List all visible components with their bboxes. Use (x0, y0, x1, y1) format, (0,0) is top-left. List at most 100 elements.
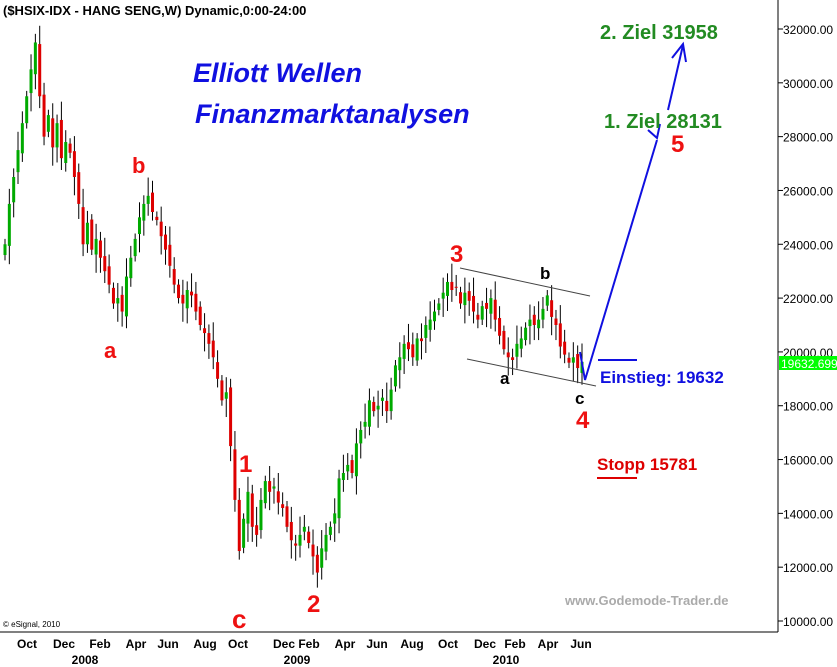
last-price-label: 19632.699 (781, 357, 837, 371)
candle-body (7, 203, 11, 246)
candle-body (354, 443, 358, 477)
candle-body (164, 234, 168, 250)
candle-body (467, 291, 471, 301)
candle-body (68, 143, 72, 153)
candle-body (250, 493, 254, 527)
x-tick-label: Jun (157, 637, 178, 651)
candle-body (194, 293, 198, 312)
candle-body (485, 302, 489, 309)
candle-body (498, 318, 502, 336)
candle-body (337, 478, 341, 519)
candle-body (298, 534, 302, 546)
candle-body (25, 96, 29, 124)
wave-label-5: 5 (671, 131, 684, 158)
subwave-label-b: b (540, 264, 550, 283)
x-tick-label: Dec (474, 637, 496, 651)
candle-body (216, 362, 220, 379)
candle-body (571, 357, 575, 363)
candle-body (428, 319, 432, 330)
candle-body (450, 281, 454, 291)
x-tick-label: Oct (17, 637, 37, 651)
candle-body (524, 327, 528, 341)
candle-body (211, 340, 215, 358)
candle-body (159, 221, 163, 237)
y-tick-label: 22000.00 (783, 292, 833, 306)
candle-body (528, 319, 532, 327)
candle-body (51, 118, 55, 148)
candle-body (33, 42, 37, 75)
candle-body (393, 365, 397, 387)
last-price-marker (779, 356, 837, 370)
target-1-label: 1. Ziel 28131 (604, 111, 722, 133)
candle-body (515, 343, 519, 357)
wave-label-3: 3 (450, 241, 463, 268)
candle-body (432, 311, 436, 322)
candle-body (302, 526, 306, 532)
x-tick-label: Aug (193, 637, 216, 651)
candle-body (146, 195, 150, 204)
candle-body (350, 460, 354, 473)
candle-body (276, 491, 280, 503)
wave-label-b: b (132, 153, 145, 178)
candle-body (94, 238, 98, 255)
candle-body (111, 287, 115, 304)
y-tick-label: 24000.00 (783, 238, 833, 252)
candle-body (328, 526, 332, 535)
brand-title-1: Elliott Wellen (193, 58, 362, 88)
candle-body (480, 306, 484, 320)
arrowhead-1 (647, 123, 661, 140)
projection-arrow-2 (667, 44, 684, 111)
candle-body (16, 150, 20, 173)
candle-body (281, 504, 285, 508)
wave-label-2: 2 (307, 591, 320, 618)
candle-body (72, 151, 76, 177)
candle-body (233, 449, 237, 500)
candle-body (116, 298, 120, 304)
candle-body (307, 531, 311, 543)
y-tick-label: 12000.00 (783, 561, 833, 575)
candle-body (242, 518, 246, 548)
channel-lower-line (466, 358, 597, 387)
candle-body (64, 142, 68, 164)
candle-body (246, 491, 250, 524)
candle-body (263, 481, 267, 504)
candle-body (506, 352, 510, 358)
y-tick-label: 32000.00 (783, 23, 833, 37)
y-tick-label: 26000.00 (783, 184, 833, 198)
candle-body (85, 222, 89, 245)
y-tick-label: 14000.00 (783, 507, 833, 521)
candle-body (77, 172, 81, 204)
channel-upper-line (459, 267, 591, 297)
x-tick-label: Jun (570, 637, 591, 651)
candle-body (46, 115, 50, 132)
watermark: www.Godemode-Trader.de (564, 593, 729, 608)
candle-body (315, 554, 319, 573)
x-tick-label: Dec (273, 637, 295, 651)
x-tick-label: Aug (400, 637, 423, 651)
x-tick-label: Apr (126, 637, 147, 651)
x-tick-label: Feb (504, 637, 525, 651)
candle-body (541, 308, 545, 320)
x-tick-label: Oct (228, 637, 248, 651)
candle-body (59, 119, 63, 159)
subwave-label-c: c (575, 389, 584, 408)
candle-body (203, 328, 207, 334)
candle-body (415, 338, 419, 361)
candle-body (137, 217, 141, 235)
candle-body (294, 543, 298, 546)
candle-body (545, 295, 549, 306)
candle-body (389, 389, 393, 412)
candle-body (311, 544, 315, 557)
candle-body (563, 341, 567, 355)
candle-body (151, 192, 155, 212)
candle-body (550, 300, 554, 317)
y-tick-label: 18000.00 (783, 400, 833, 414)
candle-body (81, 207, 85, 245)
candle-body (285, 506, 289, 527)
x-tick-label: Feb (89, 637, 110, 651)
y-tick-label: 10000.00 (783, 615, 833, 629)
candle-body (576, 354, 580, 369)
candle-body (181, 294, 185, 304)
candle-body (463, 292, 467, 306)
candle-body (476, 314, 480, 320)
